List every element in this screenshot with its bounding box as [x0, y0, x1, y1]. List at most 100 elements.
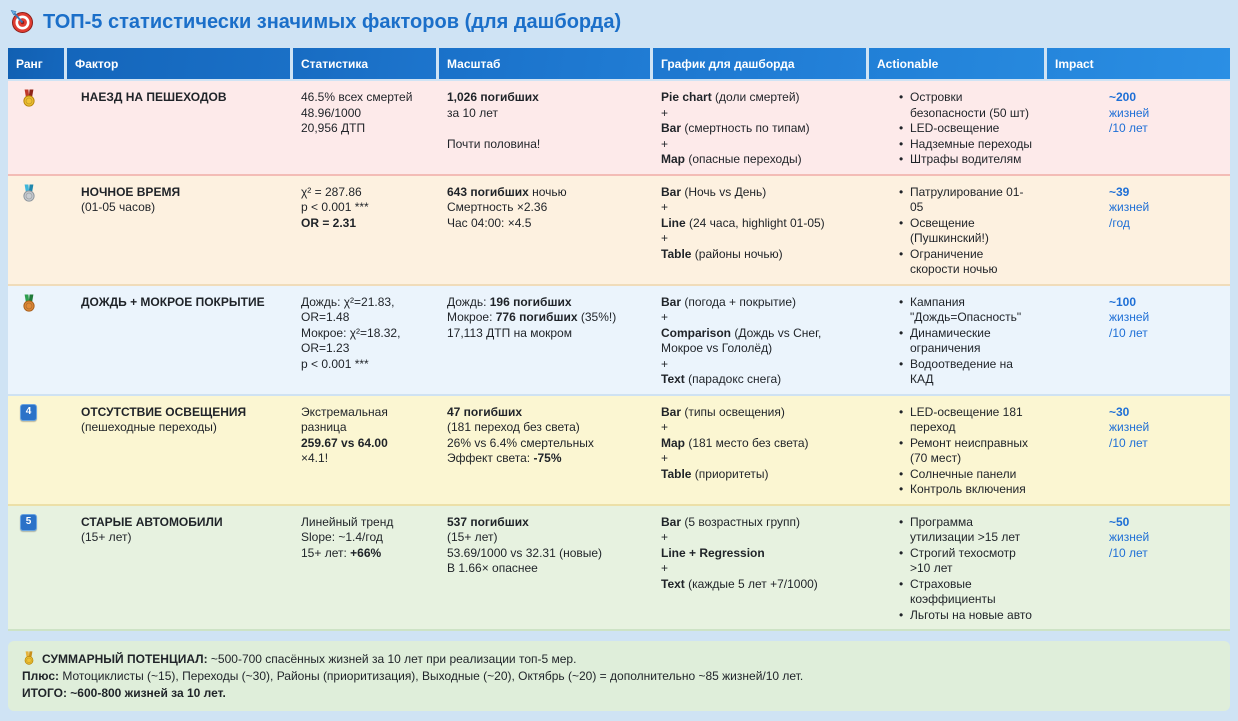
action-item: Освещение (Пушкинский!) — [899, 216, 1036, 247]
chart-spec-cell: Bar (погода + покрытие) + Comparison (Дожд… — [653, 286, 866, 394]
bold-text: -75% — [533, 451, 562, 465]
text-line: Bar (5 возрастных групп) — [661, 515, 858, 531]
text: + — [661, 356, 669, 371]
factor-subtitle: (01-05 часов) — [81, 200, 156, 214]
table-row: 5 СТАРЫЕ АВТОМОБИЛИ (15+ лет) Линейный трен… — [8, 505, 1230, 631]
bold-text: 537 погибших — [447, 514, 529, 529]
text: (парадокс снега) — [684, 372, 782, 386]
factor-cell: ОТСУТСТВИЕ ОСВЕЩЕНИЯ (пешеходные переходы… — [67, 396, 290, 504]
actionable-cell: Программа утилизации >15 летСтрогий техо… — [869, 506, 1044, 630]
text: 15+ лет: — [301, 545, 351, 560]
bold-text: 259.67 vs 64.00 — [301, 435, 388, 450]
action-item: LED-освещение — [899, 121, 1036, 137]
bold-text: Line + Regression — [661, 545, 765, 560]
text-line: 47 погибших — [447, 405, 642, 421]
impact-period: /10 лет — [1109, 435, 1148, 450]
text-line: Экстремальная разница — [301, 405, 428, 436]
action-item: LED-освещение 181 переход — [899, 405, 1036, 436]
text: 20,956 ДТП — [301, 121, 366, 135]
table-row: ДОЖДЬ + МОКРОЕ ПОКРЫТИЕ Дождь: χ²=21.83, … — [8, 285, 1230, 396]
rank-cell: 5 — [8, 506, 64, 630]
scale-cell: 47 погибших (181 переход без света) 26% vs… — [439, 396, 650, 504]
scale-cell: 1,026 погибших за 10 лет Почти половина! — [439, 81, 650, 174]
text-line: (181 переход без света) — [447, 420, 642, 436]
text: (5 возрастных групп) — [681, 514, 800, 529]
col-header-rank: Ранг — [8, 48, 64, 79]
text: за 10 лет — [447, 105, 498, 120]
rank-cell — [8, 81, 64, 174]
impact-value: ~200 — [1109, 90, 1137, 104]
impact-cell: ~50 жизней/10 лет — [1047, 506, 1230, 630]
text: 46.5% всех смертей — [301, 90, 413, 104]
action-item: Солнечные панели — [899, 467, 1036, 483]
factor-cell: ДОЖДЬ + МОКРОЕ ПОКРЫТИЕ — [67, 286, 290, 394]
text-line: Text (парадокс снега) — [661, 372, 858, 388]
scale-cell: Дождь: 196 погибших Мокрое: 776 погибших … — [439, 286, 650, 394]
text-line: + — [661, 530, 858, 546]
text-line: (15+ лет) — [447, 530, 642, 546]
text-line: Bar (погода + покрытие) — [661, 295, 858, 311]
bold-text: +66% — [350, 545, 382, 560]
text-line: + — [661, 357, 858, 373]
chart-spec-cell: Bar (5 возрастных групп) + Line + Regressi… — [653, 506, 866, 630]
text: (181 переход без света) — [447, 420, 580, 434]
statistics-cell: χ² = 287.86 p < 0.001 *** OR = 2.31 — [293, 176, 436, 284]
text: + — [661, 200, 669, 214]
actionable-cell: Патрулирование 01-05Освещение (Пушкински… — [869, 176, 1044, 284]
factor-subtitle: (15+ лет) — [81, 530, 132, 544]
text-line: В 1.66× опаснее — [447, 561, 642, 577]
col-header-chart: График для дашборда — [653, 48, 866, 79]
text-line: Мокрое: 776 погибших (35%!) — [447, 310, 642, 326]
impact-cell: ~39 жизней/год — [1047, 176, 1230, 284]
text: 53.69/1000 vs 32.31 (новые) — [447, 545, 603, 560]
summary-total-label: СУММАРНЫЙ ПОТЕНЦИАЛ: — [42, 652, 208, 666]
text-line: 17,113 ДТП на мокром — [447, 326, 642, 342]
text-line: Slope: ~1.4/год — [301, 530, 428, 546]
factor-subtitle: (пешеходные переходы) — [81, 420, 217, 434]
action-item: Надземные переходы — [899, 137, 1036, 153]
action-item: Ограничение скорости ночью — [899, 247, 1036, 278]
keycap-4-icon: 4 — [20, 403, 37, 421]
chart-spec-cell: Pie chart (доли смертей) + Bar (смертность… — [653, 81, 866, 174]
actions-list: Программа утилизации >15 летСтрогий техо… — [877, 515, 1036, 624]
action-item: Водоотведение на КАД — [899, 357, 1036, 388]
impact-period: /10 лет — [1109, 121, 1148, 135]
impact-period: /10 лет — [1109, 325, 1148, 340]
impact-cell: ~100 жизней/10 лет — [1047, 286, 1230, 394]
factor-name: НОЧНОЕ ВРЕМЯ — [81, 184, 181, 199]
text-line: + — [661, 231, 858, 247]
impact-value: ~39 — [1109, 184, 1130, 199]
impact-unit: жизней — [1109, 420, 1150, 434]
text-line — [447, 121, 642, 137]
text-line: Почти половина! — [447, 137, 642, 153]
text: (типы освещения) — [681, 404, 785, 419]
text: ×4.1! — [301, 451, 329, 465]
text: (Ночь vs День) — [681, 184, 767, 199]
text-line: Table (районы ночью) — [661, 247, 858, 263]
text-line: Bar (смертность по типам) — [661, 121, 858, 137]
text-line: Дождь: χ²=21.83, OR=1.48 — [301, 295, 428, 326]
text-line: Смертность ×2.36 — [447, 200, 642, 216]
bold-text: Map — [661, 152, 685, 166]
text: Дождь: — [447, 294, 490, 309]
bold-text: Table — [661, 466, 692, 481]
bold-text: 196 погибших — [489, 294, 572, 309]
col-header-stats: Статистика — [293, 48, 436, 79]
text-line: Bar (типы освещения) — [661, 405, 858, 421]
text-line: Дождь: 196 погибших — [447, 295, 642, 311]
impact-unit: жизней — [1109, 200, 1150, 214]
bold-text: Line — [661, 215, 686, 230]
factor-cell: НАЕЗД НА ПЕШЕХОДОВ — [67, 81, 290, 174]
impact-cell: ~30 жизней/10 лет — [1047, 396, 1230, 504]
text-line: Эффект света: -75% — [447, 451, 642, 467]
text: Линейный тренд — [301, 514, 394, 529]
text-line: Час 04:00: ×4.5 — [447, 216, 642, 232]
text: Экстремальная разница — [301, 404, 388, 435]
factors-table: НАЕЗД НА ПЕШЕХОДОВ 46.5% всех смертей 48.9… — [8, 81, 1230, 631]
bold-text: Map — [661, 435, 685, 450]
text-line: Линейный тренд — [301, 515, 428, 531]
text: Смертность ×2.36 — [447, 200, 548, 214]
actions-list: Кампания "Дождь=Опасность"Динамические о… — [877, 295, 1036, 388]
text: (смертность по типам) — [681, 121, 810, 135]
bold-text: Table — [661, 246, 692, 261]
